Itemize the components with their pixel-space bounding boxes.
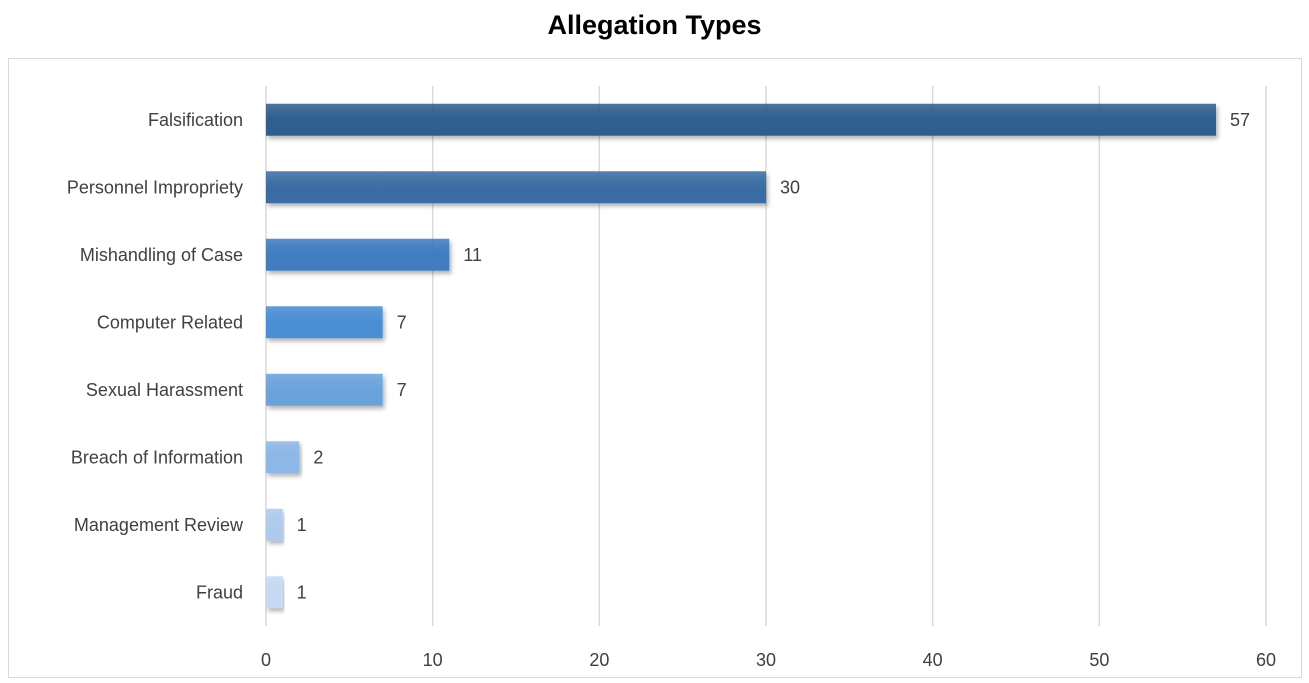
x-tick-label: 50 <box>1089 650 1109 670</box>
bar-falsification <box>266 104 1216 136</box>
category-label: Breach of Information <box>71 447 243 467</box>
bar-management-review <box>266 509 283 541</box>
category-label: Personnel Impropriety <box>67 177 243 197</box>
data-label: 7 <box>397 312 407 332</box>
bar-sexual-harassment <box>266 374 383 406</box>
category-label: Management Review <box>74 515 244 535</box>
category-label: Computer Related <box>97 312 243 332</box>
bars <box>266 104 1216 609</box>
category-label: Sexual Harassment <box>86 380 243 400</box>
bar-fraud <box>266 576 283 608</box>
bar-personnel-impropriety <box>266 171 766 203</box>
data-label: 57 <box>1230 110 1250 130</box>
data-label: 1 <box>297 515 307 535</box>
data-label: 11 <box>463 245 482 265</box>
category-label: Mishandling of Case <box>80 245 243 265</box>
x-tick-label: 60 <box>1256 650 1276 670</box>
bar-mishandling-of-case <box>266 239 449 271</box>
data-label: 2 <box>313 447 323 467</box>
category-label: Falsification <box>148 110 243 130</box>
x-tick-label: 30 <box>756 650 776 670</box>
x-tick-label: 20 <box>589 650 609 670</box>
data-label: 7 <box>397 380 407 400</box>
x-tick-label: 10 <box>423 650 443 670</box>
bar-computer-related <box>266 306 383 338</box>
x-tick-label: 40 <box>923 650 943 670</box>
x-tick-label: 0 <box>261 650 271 670</box>
data-label: 30 <box>780 177 800 197</box>
data-label: 1 <box>297 582 307 602</box>
category-label: Fraud <box>196 582 243 602</box>
bar-breach-of-information <box>266 441 299 473</box>
gridlines <box>266 86 1266 626</box>
